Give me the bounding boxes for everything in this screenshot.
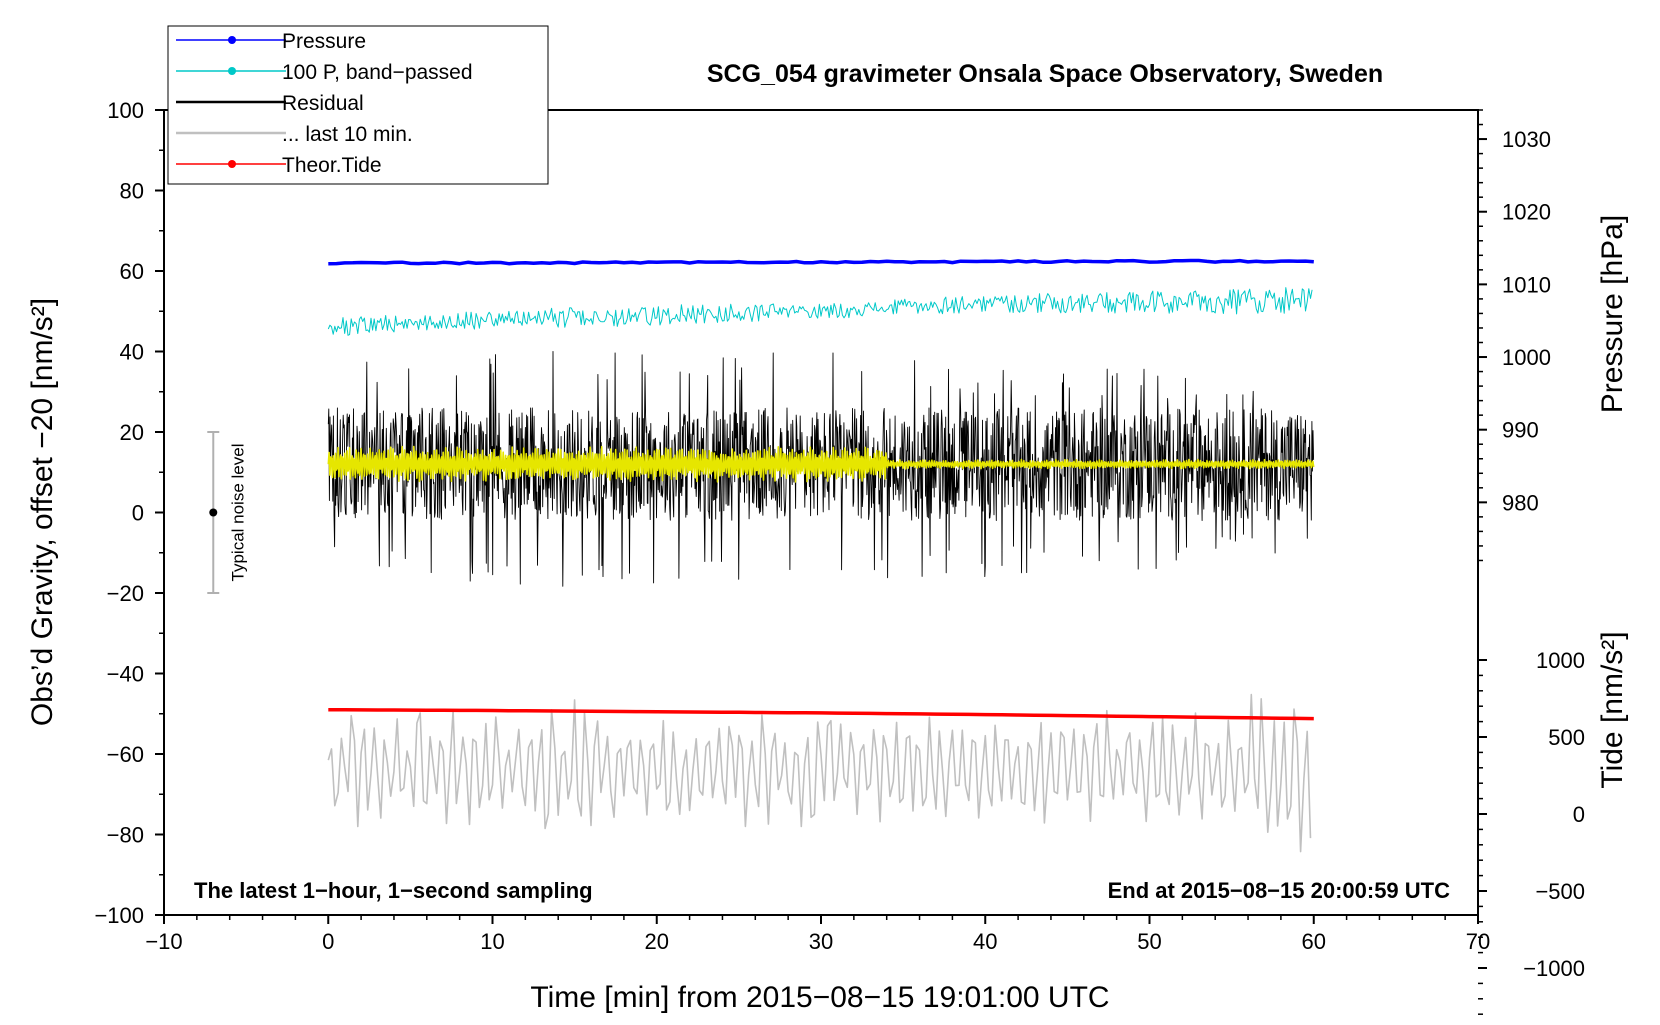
series-layer — [327, 258, 1315, 853]
residual-smoothed-series — [327, 445, 1315, 483]
y-tick-label: −100 — [94, 903, 144, 928]
y-tick-label: −80 — [107, 823, 144, 848]
last-10-min-series — [327, 693, 1312, 853]
legend-label: Theor.Tide — [282, 154, 382, 177]
chart-title: SCG_054 gravimeter Onsala Space Observat… — [707, 60, 1383, 88]
legend-box — [167, 25, 549, 185]
y-tick-label: 60 — [120, 259, 144, 284]
pressure-axis: 980 990 1000 1010 1020 1030 — [1478, 109, 1551, 562]
noise-center-dot — [209, 508, 218, 517]
legend-label: 100 P, band−passed — [282, 61, 473, 84]
y-tick-label: −40 — [107, 662, 144, 687]
tide-series — [328, 707, 1314, 721]
y-axis-title: Obs’d Gravity, offset −20 [nm/s²] — [26, 298, 59, 726]
note-right: End at 2015−08−15 20:00:59 UTC — [1108, 878, 1451, 903]
legend-marker — [228, 160, 236, 168]
y-tick-label: 40 — [120, 340, 144, 365]
noise-indicator: Typical noise level — [207, 431, 247, 594]
x-axis-title: Time [min] from 2015−08−15 19:01:00 UTC — [530, 981, 1109, 1014]
pressure-tick-label: 1000 — [1502, 345, 1551, 370]
tide-axis-title: Tide [nm/s²] — [1596, 631, 1629, 788]
x-tick-label: 60 — [1302, 929, 1326, 954]
pressure-series — [328, 258, 1314, 266]
tide-tick-label: −1000 — [1523, 956, 1585, 981]
x-tick-label: 70 — [1466, 929, 1490, 954]
y-tick-label: 20 — [120, 420, 144, 445]
pressure-tick-label: 1020 — [1502, 200, 1551, 225]
legend-label: Pressure — [282, 30, 366, 53]
tide-tick-label: −500 — [1535, 879, 1585, 904]
noise-label: Typical noise level — [228, 444, 247, 582]
pressure-tick-label: 990 — [1502, 418, 1539, 443]
legend-marker — [228, 36, 236, 44]
pressure-tick-label: 1010 — [1502, 272, 1551, 297]
x-tick-label: 50 — [1137, 929, 1161, 954]
x-axis: −10 0 10 20 30 40 50 60 70 — [145, 915, 1490, 954]
bandpassed-pressure-series — [327, 287, 1313, 336]
tide-tick-label: 0 — [1573, 802, 1585, 827]
y-tick-label: 0 — [132, 501, 144, 526]
y-axis: −100 −80 −60 −40 −20 0 20 40 60 80 100 — [94, 98, 164, 928]
legend-label: Residual — [282, 92, 364, 115]
tide-tick-label: 1000 — [1536, 648, 1585, 673]
x-tick-label: 40 — [973, 929, 997, 954]
legend-marker — [228, 67, 236, 75]
x-tick-label: −10 — [145, 929, 182, 954]
pressure-tick-label: 1030 — [1502, 127, 1551, 152]
x-tick-label: 30 — [809, 929, 833, 954]
legend: Pressure 100 P, band−passed Residual ... la… — [167, 25, 549, 185]
pressure-axis-title: Pressure [hPa] — [1596, 215, 1629, 413]
y-tick-label: 80 — [120, 179, 144, 204]
x-tick-label: 10 — [480, 929, 504, 954]
tide-tick-label: 500 — [1548, 725, 1585, 750]
note-left: The latest 1−hour, 1−second sampling — [194, 878, 593, 903]
pressure-tick-label: 980 — [1502, 490, 1539, 515]
y-tick-label: −60 — [107, 742, 144, 767]
x-tick-label: 0 — [322, 929, 334, 954]
plot-frame — [163, 109, 1479, 916]
y-tick-label: −20 — [107, 581, 144, 606]
x-tick-label: 20 — [645, 929, 669, 954]
y-tick-label: 100 — [107, 98, 144, 123]
legend-label: ... last 10 min. — [282, 123, 413, 146]
